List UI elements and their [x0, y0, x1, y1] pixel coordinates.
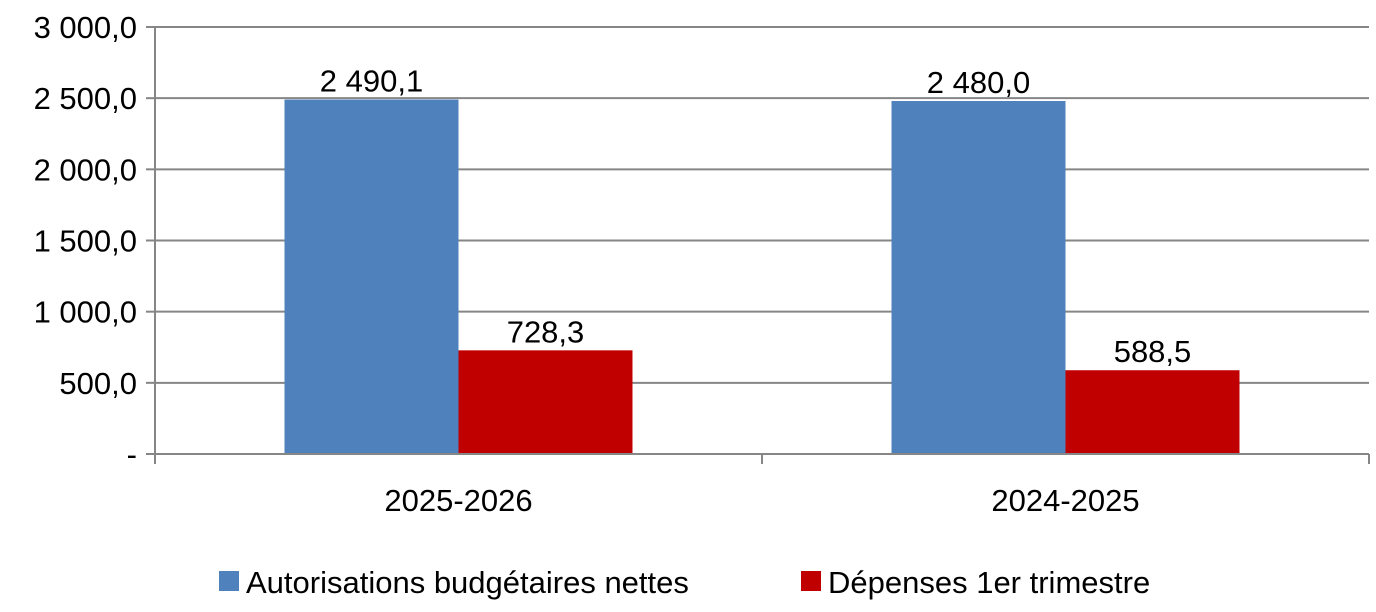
legend-label: Dépenses 1er trimestre	[828, 565, 1150, 600]
data-label: 728,3	[507, 314, 585, 349]
legend-label: Autorisations budgétaires nettes	[246, 565, 689, 600]
y-tick-label: 500,0	[59, 366, 137, 401]
legend-swatch	[801, 571, 821, 591]
y-tick-label: 1 500,0	[34, 224, 137, 259]
bar-depenses-2025-2026	[458, 350, 633, 454]
data-label: 2 490,1	[320, 64, 423, 99]
y-tick-label: 3 000,0	[34, 10, 137, 45]
bar-autorisations-2024-2025	[891, 101, 1066, 454]
x-tick-label: 2024-2025	[991, 483, 1139, 518]
data-label: 2 480,0	[927, 65, 1030, 100]
bars	[284, 99, 1240, 454]
x-tick-label: 2025-2026	[384, 483, 532, 518]
y-tick-label: 2 500,0	[34, 81, 137, 116]
legend: Autorisations budgétaires nettes Dépenses…	[219, 565, 1150, 600]
bar-depenses-2024-2025	[1065, 370, 1240, 454]
y-axis-tick-labels: - 500,0 1 000,0 1 500,0 2 000,0 2 500,0 3 000,…	[34, 10, 137, 472]
y-tick-label: 2 000,0	[34, 152, 137, 187]
y-tick-label: 1 000,0	[34, 295, 137, 330]
data-label: 588,5	[1114, 334, 1192, 369]
y-tick-label: -	[127, 437, 137, 472]
data-labels: 2 490,1 728,3 2 480,0 588,5	[320, 64, 1192, 370]
x-axis-tick-labels: 2025-2026 2024-2025	[384, 483, 1139, 518]
axes	[146, 26, 1370, 464]
bar-autorisations-2025-2026	[284, 99, 459, 454]
legend-swatch	[219, 571, 239, 591]
